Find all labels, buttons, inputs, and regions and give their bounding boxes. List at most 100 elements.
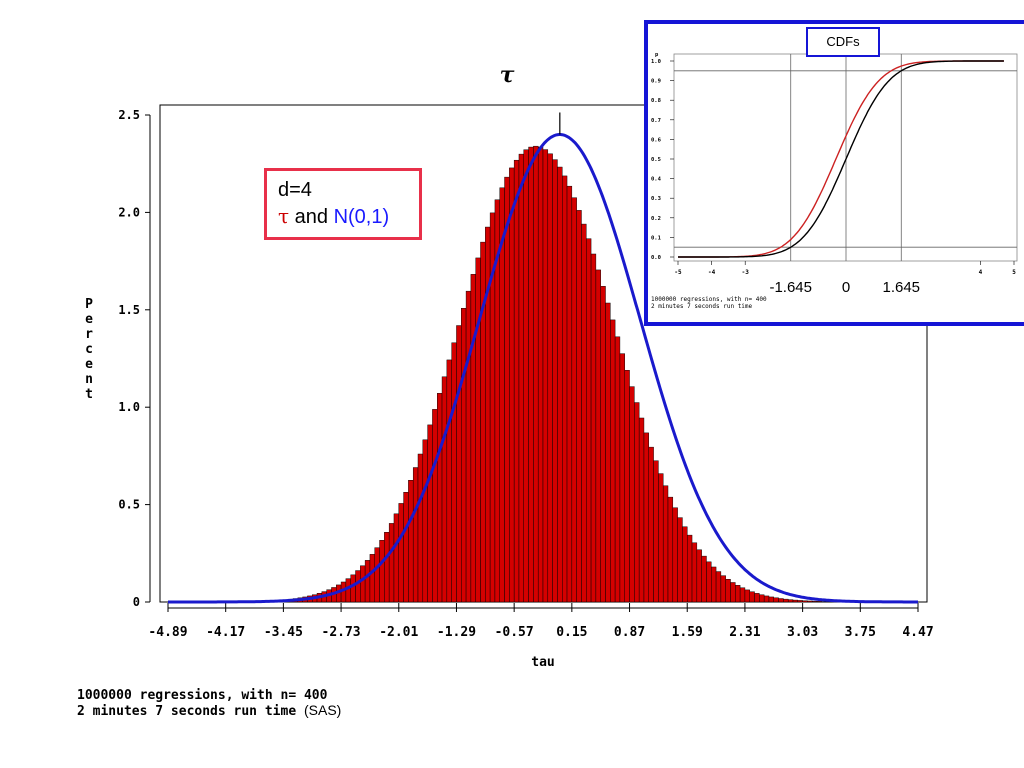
histogram-bar [739, 587, 746, 603]
histogram-bar [629, 386, 635, 603]
histogram-bar [456, 325, 462, 603]
cdf-x-tick-label: 4 [979, 269, 983, 276]
y-axis-label-letter: t [85, 387, 93, 402]
histogram-bar [417, 453, 424, 603]
cdf-x-tick-label: 5 [1012, 269, 1016, 276]
cdf-footer-line-2: 2 minutes 7 seconds run time [651, 303, 753, 310]
histogram-bar [783, 598, 789, 603]
normal-curve [168, 133, 918, 604]
histogram-bar [523, 149, 529, 603]
histogram-bar [345, 578, 351, 603]
histogram-bar [388, 523, 395, 603]
x-axis: -4.89 -4.17 -3.45 -2.73 -2.01 -1.29 -0.57 0.15 0… [148, 603, 934, 640]
cdf-y-tick-label: 0.2 [651, 216, 661, 222]
histogram-bar [470, 274, 476, 603]
histogram-bar [672, 507, 678, 603]
histogram-bar [619, 353, 625, 603]
footer-line-2: 2 minutes 7 seconds run time (SAS) [77, 702, 342, 720]
histogram-bar [509, 167, 515, 603]
histogram-bar [687, 534, 693, 603]
histogram-bar [557, 166, 563, 603]
cdf-y-axis-label: p [655, 52, 659, 58]
histogram-bar [586, 238, 592, 603]
histogram-bar [552, 159, 558, 603]
histogram-bar [749, 591, 755, 603]
cdf-annotation: 1.645 [882, 279, 920, 296]
y-axis-label-letter: P [85, 297, 93, 312]
cdf-y-tick-label: 0.0 [651, 255, 661, 261]
histogram-bar [773, 597, 779, 603]
cdf-y-tick-label: 0.5 [651, 157, 661, 163]
histogram-bar [638, 417, 645, 603]
histogram-bars [254, 145, 823, 603]
x-tick-label: 0.87 [614, 625, 645, 640]
y-tick-label: 0 [133, 595, 140, 609]
histogram-bar [711, 566, 717, 603]
histogram-bar [658, 473, 664, 603]
cdf-inset-panel: 1.0 0.9 0.8 0.7 0.6 0.5 0.4 0.3 0.2 0.1 0.0 p -5 -4 -3… [644, 20, 1024, 326]
cdf-curve [678, 60, 1004, 258]
histogram-bar [677, 517, 683, 603]
y-axis-label-letter: e [85, 357, 93, 372]
legend-and: and [289, 206, 334, 228]
histogram-bar [379, 540, 385, 603]
histogram-bar [581, 223, 587, 603]
histogram-bar [634, 402, 640, 603]
cdf-inset-footer: 1000000 regressions, with n= 400 2 minut… [651, 296, 767, 310]
legend-normal: N(0,1) [333, 206, 390, 228]
x-tick-label: 1.59 [672, 625, 703, 640]
histogram-bar [614, 336, 621, 603]
histogram-bar [691, 542, 698, 603]
x-tick-label: 2.31 [729, 625, 760, 640]
histogram-bar [600, 286, 606, 603]
legend-line-d: d=4 [278, 179, 312, 201]
histogram-bar [807, 600, 813, 603]
cdf-x-tick-label: -3 [742, 269, 750, 276]
histogram-bar [547, 153, 553, 603]
histogram-bar [576, 210, 582, 603]
histogram-bar [566, 185, 573, 603]
histogram-bar [446, 359, 452, 603]
histogram-bar [667, 496, 674, 603]
histogram-bar [360, 565, 366, 603]
x-tick-label: 3.03 [787, 625, 818, 640]
histogram-bar [797, 600, 803, 603]
histogram-bar [465, 290, 472, 603]
cdf-y-tick-label: 0.8 [651, 98, 661, 104]
histogram-bar [393, 513, 399, 603]
histogram-bar [725, 579, 731, 603]
histogram-bar [778, 598, 784, 603]
x-tick-label: 4.47 [902, 625, 933, 640]
footer-sas: (SAS) [303, 702, 342, 718]
histogram-bar [768, 596, 774, 603]
histogram-bar [504, 176, 510, 603]
histogram-bar [408, 480, 414, 603]
legend-tau: τ [278, 204, 290, 228]
histogram-bar [451, 342, 457, 603]
x-tick-label: 0.15 [556, 625, 587, 640]
histogram-bar [412, 467, 419, 603]
histogram-bar [432, 409, 438, 603]
histogram-bar [653, 460, 659, 603]
histogram-bar [610, 319, 616, 603]
x-tick-label: -0.57 [495, 625, 534, 640]
histogram-bar [422, 439, 428, 603]
histogram-bar [403, 492, 409, 603]
cdf-annotation: 0 [842, 279, 850, 296]
histogram-bar [643, 432, 649, 603]
histogram-bar [374, 547, 380, 603]
histogram-bar [364, 560, 371, 603]
histogram-bar [398, 503, 404, 603]
histogram-bar [682, 526, 688, 603]
cdf-y-tick-label: 0.3 [651, 196, 661, 202]
cdf-footer-line-1: 1000000 regressions, with n= 400 [651, 296, 767, 303]
y-axis-label-letter: c [85, 342, 93, 357]
histogram-bar [735, 585, 741, 603]
histogram-bar [571, 197, 577, 603]
histogram-bar [562, 175, 568, 603]
cdf-x-tick-label: -5 [674, 269, 682, 276]
histogram-bar [384, 532, 390, 603]
histogram-bar [513, 159, 520, 603]
